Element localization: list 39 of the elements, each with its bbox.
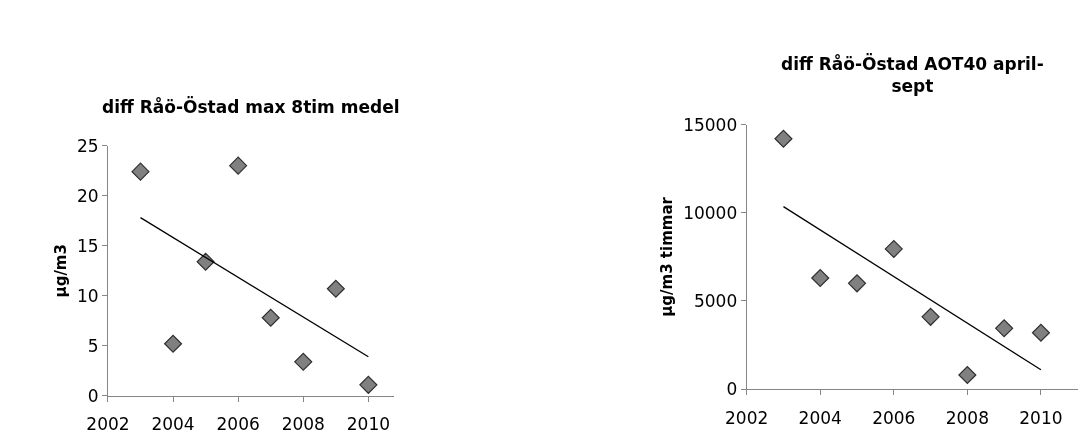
x-tick-label: 2002 (86, 414, 130, 435)
y-tick-label: 10 (76, 285, 99, 306)
point (995, 319, 1014, 338)
y-tick-label: 25 (76, 135, 99, 156)
y-axis-title: µg/m3 timmar (658, 196, 677, 317)
point (359, 375, 378, 394)
point (164, 334, 183, 353)
point (326, 279, 345, 298)
x-tick-label: 2010 (346, 414, 390, 435)
x-tick-label: 2002 (725, 407, 769, 428)
y-tick-label: 5 (87, 335, 99, 356)
point (774, 129, 793, 148)
point (921, 307, 940, 326)
y-tick-label: 10000 (683, 202, 738, 223)
y-tick-label: 5000 (694, 290, 738, 311)
point (1031, 323, 1050, 342)
y-tick-label: 20 (76, 185, 99, 206)
x-tick-label: 2008 (281, 414, 325, 435)
point (294, 352, 313, 371)
point (131, 162, 150, 181)
x-tick-label: 2004 (151, 414, 195, 435)
y-axis-title: µg/m3 (52, 244, 71, 298)
point (884, 239, 903, 258)
x-tick-label: 2008 (945, 407, 989, 428)
chart-title: diff Råö-Östad AOT40 april- sept (781, 53, 1044, 97)
chart-title: diff Råö-Östad max 8tim medel (102, 96, 400, 117)
y-tick-label: 15 (76, 235, 99, 256)
x-tick-label: 2004 (798, 407, 842, 428)
y-tick-label: 0 (87, 385, 99, 406)
y-tick-label: 15000 (683, 114, 738, 135)
point (811, 269, 830, 288)
point (958, 366, 977, 385)
point (261, 308, 280, 327)
y-tick-label: 0 (726, 379, 738, 400)
x-tick-label: 2006 (872, 407, 916, 428)
x-tick-label: 2006 (216, 414, 260, 435)
point (229, 156, 248, 175)
point (847, 274, 867, 293)
x-tick-label: 2010 (1019, 407, 1063, 428)
